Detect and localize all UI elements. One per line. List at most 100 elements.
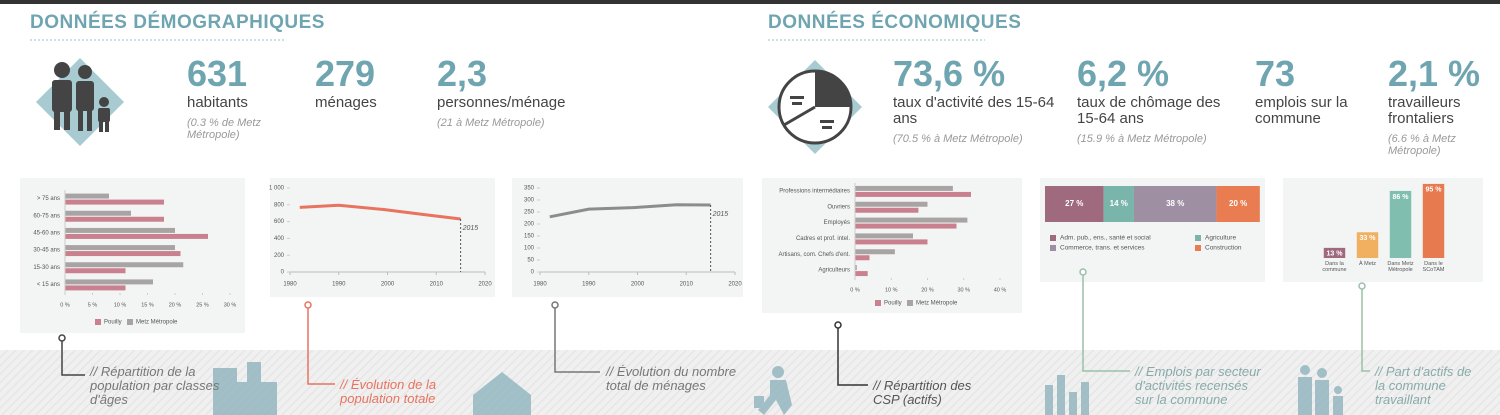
stat-note: (15.9 % à Metz Métropole) xyxy=(1077,133,1207,145)
bar-segment xyxy=(1103,186,1134,222)
legend-label: Agriculture xyxy=(1205,235,1236,242)
x-tick-label: 20 % xyxy=(169,302,182,308)
y-tick-label: 600 xyxy=(274,219,285,225)
y-tick-label: 1 000 xyxy=(269,186,285,192)
chart-caption: // Évolution du nombre total de ménages xyxy=(606,364,737,393)
bar xyxy=(855,233,913,239)
legend-swatch xyxy=(127,319,133,325)
stat-value: 2,1 % xyxy=(1388,53,1481,94)
stat-value: 6,2 % xyxy=(1077,53,1170,94)
value-label: 14 % xyxy=(1110,199,1128,208)
bar xyxy=(65,233,208,239)
stat-value: 73,6 % xyxy=(893,53,1006,94)
x-tick-label: 10 % xyxy=(885,287,898,293)
stat: 631 habitants (0.3 % de Metz Métropole) xyxy=(187,55,307,142)
legend-swatch xyxy=(1050,235,1056,241)
chart-caption: // Évolution de la population totale xyxy=(340,377,437,406)
y-tick-label: 200 xyxy=(524,222,535,228)
x-tick-label: 0 % xyxy=(850,287,860,293)
category-label: À Metz xyxy=(1358,261,1377,267)
stat-note: (21 à Metz Métropole) xyxy=(437,117,545,129)
category-label: < 15 ans xyxy=(37,282,60,288)
x-tick-label: 2010 xyxy=(430,282,444,288)
annotation: 2015 xyxy=(462,225,479,232)
category-label: Agriculteurs xyxy=(818,268,850,274)
bar xyxy=(65,268,126,274)
x-tick-label: 1980 xyxy=(283,282,297,288)
legend-label: Adm. pub., ens., santé et social xyxy=(1060,235,1151,242)
value-label: 33 % xyxy=(1360,235,1377,242)
legend-swatch xyxy=(1050,245,1056,251)
section-heading: DONNÉES DÉMOGRAPHIQUES xyxy=(30,12,325,33)
x-tick-label: 2020 xyxy=(478,282,492,288)
value-label: 86 % xyxy=(1393,194,1410,201)
bar xyxy=(65,210,131,216)
family-icon xyxy=(36,58,124,146)
legend-swatch xyxy=(1195,245,1201,251)
stat-label: ménages xyxy=(315,94,377,111)
bar xyxy=(65,262,184,268)
legend-swatch xyxy=(1195,235,1201,241)
x-tick-label: 1990 xyxy=(332,282,346,288)
x-tick-label: 2010 xyxy=(680,282,694,288)
stat: 279 ménages xyxy=(315,55,425,111)
stat-label: taux d'activité des 15-64 ans xyxy=(893,94,1055,127)
category-label: Ouvriers xyxy=(827,204,850,210)
x-tick-label: 10 % xyxy=(114,302,127,308)
x-tick-label: 2000 xyxy=(631,282,645,288)
stat-label: personnes/ménage xyxy=(437,94,566,111)
bar xyxy=(855,207,919,213)
bar xyxy=(855,201,928,207)
bar xyxy=(855,239,928,245)
bar xyxy=(1389,190,1412,258)
stat-label: travailleurs frontaliers xyxy=(1388,94,1461,127)
bar xyxy=(855,271,868,277)
bar xyxy=(855,191,971,197)
chart-panel xyxy=(512,178,743,297)
chart-panel xyxy=(762,178,1022,313)
bar-segment xyxy=(1133,186,1217,222)
x-tick-label: 0 % xyxy=(60,302,70,308)
bar xyxy=(855,255,870,261)
x-tick-label: 1990 xyxy=(582,282,596,288)
value-label: 13 % xyxy=(1327,251,1344,258)
band-icons xyxy=(213,362,1343,415)
value-label: 20 % xyxy=(1229,199,1247,208)
y-tick-label: 200 xyxy=(274,253,285,259)
x-tick-label: 15 % xyxy=(141,302,154,308)
stat: 6,2 % taux de chômage des 15-64 ans (15.9 … xyxy=(1077,53,1227,146)
chart-panel xyxy=(270,178,495,297)
data-line xyxy=(549,203,711,219)
annotation: 2015 xyxy=(712,211,729,218)
legend-swatch xyxy=(907,300,913,306)
category-label: Artisans, com. Chefs d'ent. xyxy=(778,252,850,258)
bar xyxy=(65,199,164,205)
y-tick-label: 800 xyxy=(274,202,285,208)
bar xyxy=(855,265,857,271)
x-tick-label: 5 % xyxy=(88,302,98,308)
category-label: Cadres et prof. intel. xyxy=(796,236,850,242)
bar xyxy=(1422,183,1445,258)
bar xyxy=(65,227,175,233)
x-tick-label: 40 % xyxy=(994,287,1007,293)
category-label: Employés xyxy=(824,220,850,226)
bar xyxy=(855,185,953,191)
y-tick-label: 400 xyxy=(274,236,285,242)
bar-segment xyxy=(1216,186,1260,222)
stat-value: 73 xyxy=(1255,53,1296,94)
bar xyxy=(855,217,968,223)
stat-label: habitants xyxy=(187,94,248,111)
x-tick-label: 2020 xyxy=(728,282,742,288)
bar xyxy=(65,251,181,257)
legend-label: Construction xyxy=(1205,245,1242,252)
y-tick-label: 50 xyxy=(527,258,534,264)
value-label: 27 % xyxy=(1065,199,1083,208)
legend-label: Pouilly xyxy=(884,301,902,307)
category-label: > 75 ans xyxy=(37,196,60,202)
y-tick-label: 350 xyxy=(524,186,535,192)
legend-label: Metz Métropole xyxy=(136,320,178,326)
y-tick-label: 0 xyxy=(531,270,535,276)
pie-icon xyxy=(768,60,862,154)
